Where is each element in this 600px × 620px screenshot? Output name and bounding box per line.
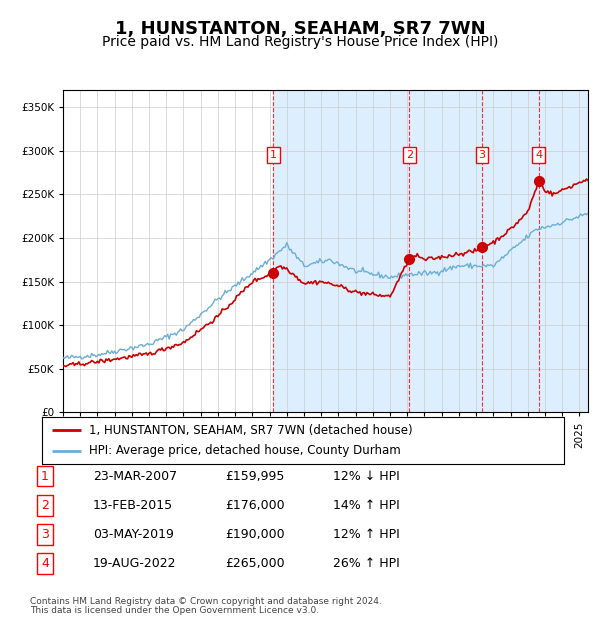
Text: 1, HUNSTANTON, SEAHAM, SR7 7WN (detached house): 1, HUNSTANTON, SEAHAM, SR7 7WN (detached… <box>89 424 413 436</box>
Text: £265,000: £265,000 <box>225 557 284 570</box>
Text: 1: 1 <box>270 150 277 160</box>
Text: 3: 3 <box>41 528 49 541</box>
Text: £159,995: £159,995 <box>225 470 284 482</box>
Text: 4: 4 <box>41 557 49 570</box>
Text: HPI: Average price, detached house, County Durham: HPI: Average price, detached house, Coun… <box>89 445 401 457</box>
Text: 2: 2 <box>406 150 413 160</box>
Text: 14% ↑ HPI: 14% ↑ HPI <box>333 499 400 511</box>
Text: 2: 2 <box>41 499 49 511</box>
Text: £176,000: £176,000 <box>225 499 284 511</box>
Text: 03-MAY-2019: 03-MAY-2019 <box>93 528 174 541</box>
Text: 4: 4 <box>535 150 542 160</box>
Text: 26% ↑ HPI: 26% ↑ HPI <box>333 557 400 570</box>
Text: £190,000: £190,000 <box>225 528 284 541</box>
Text: 1: 1 <box>41 470 49 482</box>
Text: 19-AUG-2022: 19-AUG-2022 <box>93 557 176 570</box>
Text: 23-MAR-2007: 23-MAR-2007 <box>93 470 177 482</box>
Text: 12% ↑ HPI: 12% ↑ HPI <box>333 528 400 541</box>
Text: 3: 3 <box>478 150 485 160</box>
Text: Contains HM Land Registry data © Crown copyright and database right 2024.: Contains HM Land Registry data © Crown c… <box>30 597 382 606</box>
Text: 12% ↓ HPI: 12% ↓ HPI <box>333 470 400 482</box>
Text: 1, HUNSTANTON, SEAHAM, SR7 7WN: 1, HUNSTANTON, SEAHAM, SR7 7WN <box>115 20 485 38</box>
Bar <box>274 90 588 412</box>
Text: Price paid vs. HM Land Registry's House Price Index (HPI): Price paid vs. HM Land Registry's House … <box>102 35 498 50</box>
Text: 13-FEB-2015: 13-FEB-2015 <box>93 499 173 511</box>
Text: This data is licensed under the Open Government Licence v3.0.: This data is licensed under the Open Gov… <box>30 606 319 615</box>
